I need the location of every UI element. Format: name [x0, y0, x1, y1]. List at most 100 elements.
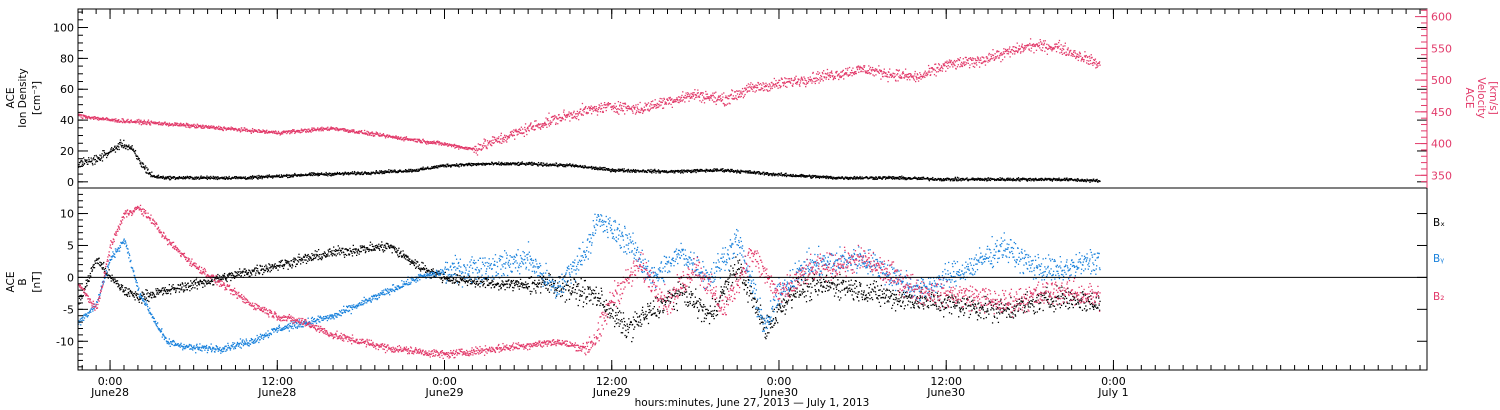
data-point: [555, 122, 557, 124]
data-point: [1019, 180, 1021, 182]
data-point: [213, 176, 215, 179]
data-point: [593, 167, 595, 169]
data-point: [422, 166, 424, 168]
data-point: [819, 176, 821, 178]
data-point: [1022, 46, 1024, 49]
data-point: [352, 130, 354, 133]
data-point: [574, 117, 576, 119]
data-point: [754, 86, 756, 88]
data-point: [101, 267, 103, 269]
data-point: [706, 93, 709, 95]
data-point: [519, 162, 521, 164]
data-point: [927, 71, 929, 73]
data-point: [733, 91, 736, 93]
data-point: [688, 100, 690, 102]
data-point: [1017, 178, 1019, 180]
data-point: [792, 83, 794, 85]
data-point: [1068, 179, 1071, 181]
data-point: [1040, 43, 1043, 46]
data-point: [789, 173, 792, 176]
data-point: [624, 113, 626, 115]
data-point: [102, 156, 104, 158]
data-point: [613, 169, 616, 171]
data-point: [528, 163, 530, 165]
data-point: [328, 128, 330, 130]
data-point: [216, 178, 219, 181]
data-point: [682, 91, 684, 93]
data-point: [642, 110, 645, 113]
data-point: [380, 135, 382, 137]
data-point: [1019, 52, 1022, 54]
data-point: [101, 119, 103, 121]
data-point: [1009, 177, 1011, 179]
data-point: [141, 121, 143, 123]
data-point: [747, 170, 749, 172]
data-point: [626, 109, 628, 112]
data-point: [107, 277, 109, 279]
data-point: [205, 176, 207, 179]
data-point: [1028, 179, 1031, 182]
data-point: [421, 141, 423, 144]
data-point: [708, 170, 711, 172]
data-point: [943, 65, 945, 67]
data-point: [557, 118, 559, 120]
data-point: [432, 141, 435, 143]
data-point: [551, 121, 553, 123]
data-point: [116, 121, 118, 123]
data-point: [689, 94, 691, 96]
data-point: [819, 175, 821, 177]
data-point: [771, 174, 773, 176]
data-point: [488, 141, 490, 143]
data-point: [321, 129, 324, 131]
data-point: [832, 178, 834, 180]
data-point: [431, 140, 433, 143]
data-point: [395, 135, 397, 137]
data-point: [596, 167, 599, 169]
data-point: [117, 119, 120, 122]
data-point: [552, 119, 554, 121]
data-point: [690, 171, 693, 174]
data-point: [730, 94, 732, 96]
data-point: [258, 174, 260, 177]
data-point: [481, 163, 483, 165]
data-point: [187, 123, 189, 125]
data-point: [506, 135, 509, 138]
data-point: [326, 129, 329, 131]
data-point: [130, 119, 132, 121]
data-point: [929, 71, 931, 73]
data-point: [265, 130, 267, 132]
data-point: [128, 122, 130, 124]
data-point: [351, 130, 353, 133]
data-point: [218, 127, 221, 130]
data-point: [777, 175, 779, 177]
data-point: [1094, 180, 1097, 183]
data-point: [334, 127, 336, 130]
data-point: [139, 163, 142, 165]
data-point: [1049, 179, 1051, 182]
data-point: [1037, 179, 1039, 181]
data-point: [684, 101, 686, 103]
data-point: [424, 141, 426, 143]
data-point: [502, 138, 504, 140]
data-point: [505, 140, 507, 142]
data-point: [848, 66, 851, 69]
data-point: [654, 99, 656, 101]
data-point: [999, 54, 1001, 56]
data-point: [601, 168, 603, 171]
data-point: [535, 125, 538, 127]
data-point: [814, 77, 816, 80]
data-point: [122, 119, 125, 121]
data-point: [891, 177, 893, 179]
data-point: [938, 178, 941, 181]
data-point: [922, 73, 925, 75]
data-point: [521, 161, 523, 163]
data-point: [255, 130, 257, 132]
data-point: [1096, 64, 1098, 66]
data-point: [329, 172, 331, 175]
data-point: [265, 175, 267, 178]
data-point: [419, 141, 422, 144]
data-point: [384, 137, 387, 139]
data-point: [506, 163, 508, 165]
data-point: [848, 74, 850, 76]
data-point: [316, 173, 319, 176]
